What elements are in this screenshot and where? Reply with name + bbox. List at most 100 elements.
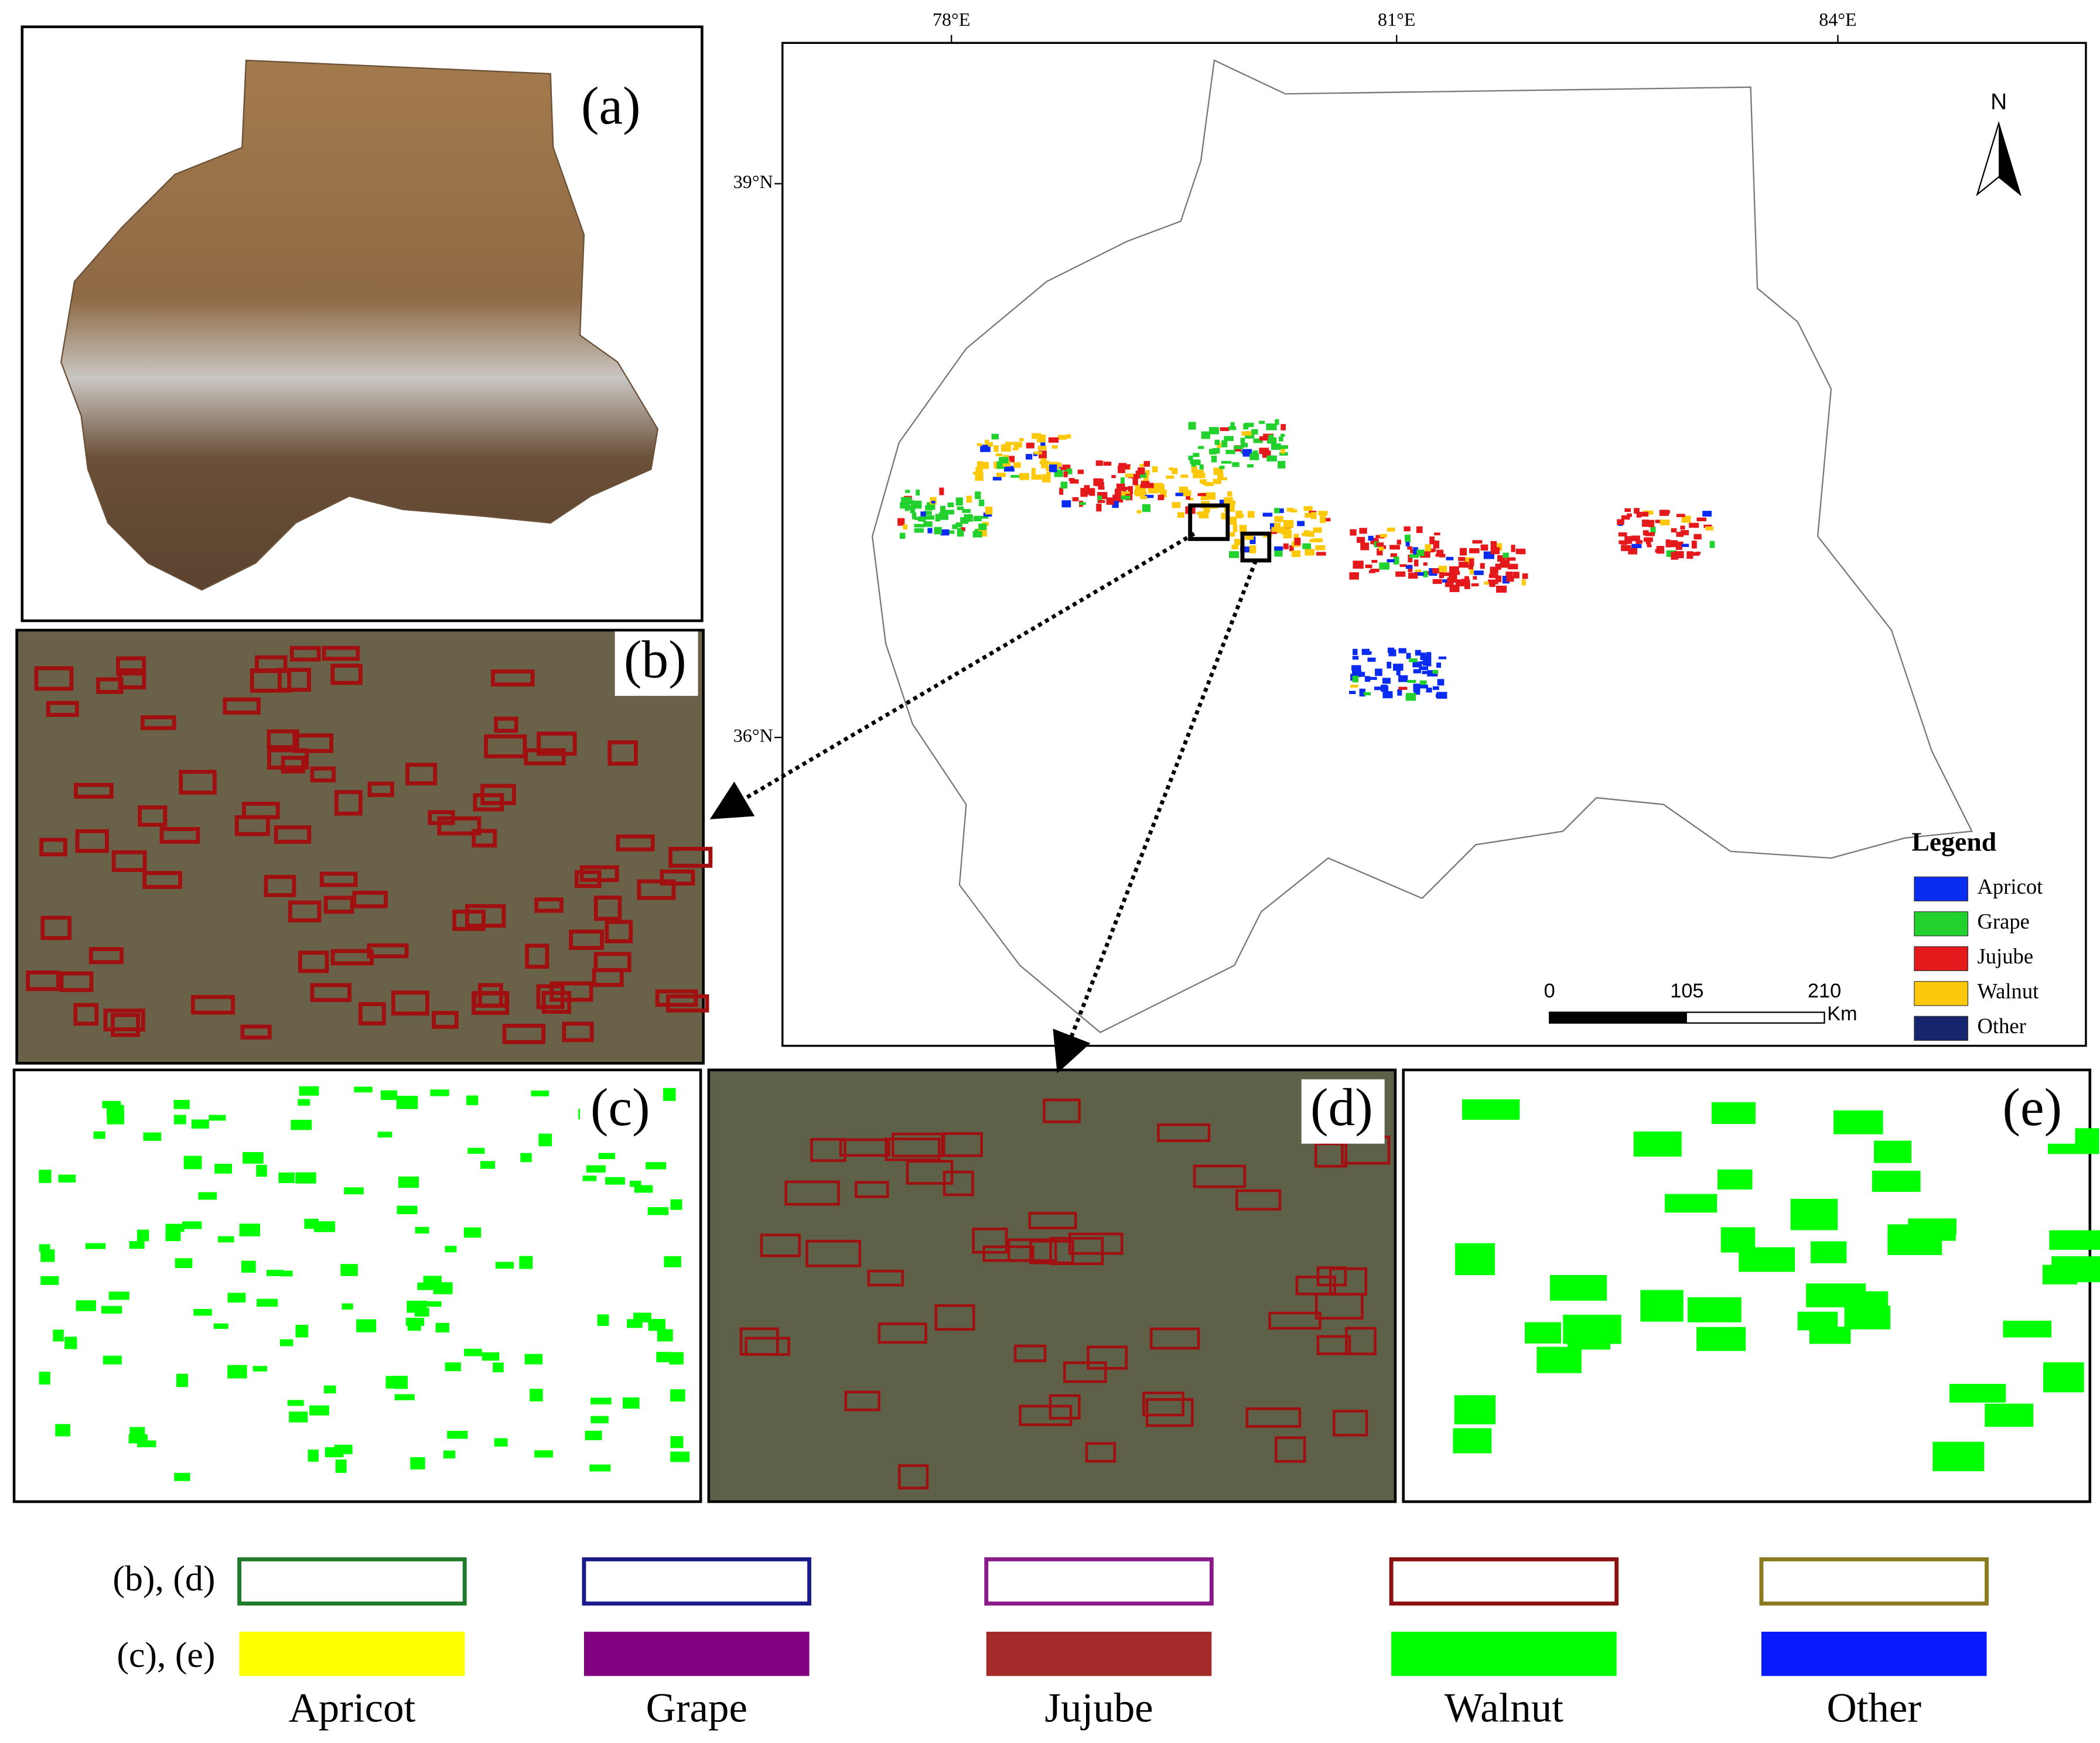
crop-patch <box>947 502 954 508</box>
region-outline <box>872 59 1973 1034</box>
crop-patch <box>1676 514 1685 517</box>
crop-patch <box>1267 437 1277 444</box>
crop-patch <box>1262 512 1273 517</box>
crop-patch <box>1450 571 1460 575</box>
crop-patch <box>1243 423 1249 430</box>
legend-swatch <box>1914 876 1969 901</box>
crop-patch <box>1096 503 1102 512</box>
walnut-patch <box>39 1170 52 1183</box>
walnut-patch <box>107 1112 125 1125</box>
walnut-patch <box>447 1431 468 1439</box>
crop-patch <box>1437 679 1445 686</box>
crop-patch <box>1496 585 1507 593</box>
walnut-patch <box>93 1131 105 1139</box>
crop-patch <box>999 457 1009 464</box>
walnut-patch <box>405 1318 425 1326</box>
jujube-outline <box>179 770 217 795</box>
crop-patch <box>1212 447 1220 454</box>
crop-patch <box>1413 547 1418 555</box>
crop-patch <box>1252 450 1258 458</box>
scale-tick-label: 105 <box>1670 980 1703 1002</box>
crop-patch <box>1266 423 1277 430</box>
crop-patch <box>1172 468 1178 474</box>
jujube-outline <box>298 951 329 973</box>
panel-label: (e) <box>2003 1077 2063 1137</box>
crop-patch <box>1459 548 1467 556</box>
crop-patch <box>1145 470 1150 476</box>
crop-patch <box>1415 650 1421 656</box>
jujube-outline <box>844 1390 880 1412</box>
crop-patch <box>1278 460 1286 469</box>
crop-patch <box>1621 545 1631 551</box>
legend-label: Apricot <box>1978 874 2043 898</box>
crop-patch <box>1077 469 1084 474</box>
walnut-patch <box>243 1152 264 1164</box>
crop-patch <box>1209 427 1219 435</box>
crop-patch <box>1378 545 1384 551</box>
walnut-patch <box>530 1389 543 1402</box>
walnut-patch <box>176 1373 188 1387</box>
crop-patch <box>1370 569 1379 572</box>
jujube-outline <box>1028 1212 1077 1229</box>
walnut-patch <box>1809 1327 1851 1344</box>
jujube-outline <box>480 784 516 805</box>
walnut-patch <box>1806 1283 1866 1308</box>
jujube-outline <box>942 1132 983 1157</box>
walnut-patch <box>445 1246 457 1253</box>
crop-patch <box>1066 434 1071 439</box>
crop-patch <box>1393 556 1399 565</box>
walnut-patch <box>39 1372 50 1385</box>
crop-patch <box>1406 652 1411 659</box>
walnut-patch <box>623 1397 640 1409</box>
jujube-outline <box>745 1337 790 1356</box>
jujube-outline <box>1063 1361 1107 1383</box>
crop-patch <box>1680 530 1689 535</box>
crop-patch <box>1379 534 1387 538</box>
crop-patch <box>903 524 908 529</box>
jujube-outline <box>524 748 566 765</box>
walnut-patch <box>241 1260 256 1273</box>
walnut-patch <box>670 1199 682 1210</box>
walnut-patch <box>482 1352 500 1361</box>
jujube-outline <box>352 890 388 908</box>
crop-patch <box>1409 658 1418 662</box>
jujube-outline <box>1013 1344 1047 1362</box>
crop-patch <box>1160 491 1167 498</box>
jujube-outline <box>637 879 676 900</box>
jujube-outline <box>1029 1240 1074 1264</box>
crop-patch <box>1705 526 1714 531</box>
walnut-patch <box>1833 1110 1883 1134</box>
jujube-outline <box>525 944 549 969</box>
crop-patch <box>1013 442 1022 448</box>
crop-patch <box>1305 512 1315 518</box>
crop-patch <box>1455 579 1464 587</box>
crop-patch <box>1471 583 1479 587</box>
crop-patch <box>1220 427 1230 431</box>
crop-patch <box>1281 448 1285 454</box>
outline-swatch <box>582 1557 812 1606</box>
crop-patch <box>1693 534 1702 540</box>
jujube-outline <box>934 1304 975 1331</box>
crop-patch <box>1031 474 1042 480</box>
walnut-patch <box>213 1323 228 1329</box>
crop-patch <box>1686 551 1693 559</box>
jujube-outline <box>593 896 622 921</box>
walnut-patch <box>605 1177 625 1185</box>
crop-patch <box>1293 534 1299 542</box>
jujube-outline <box>240 1024 272 1040</box>
crop-patch <box>1408 555 1413 563</box>
crop-patch <box>1059 487 1064 495</box>
walnut-patch <box>586 1165 606 1173</box>
crop-patch <box>1098 500 1105 503</box>
walnut-patch <box>291 1119 312 1130</box>
crop-patch <box>945 510 955 515</box>
crop-patch <box>1143 461 1150 467</box>
crop-patch <box>1628 548 1637 555</box>
crop-patch <box>1464 557 1474 565</box>
crop-patch <box>1650 527 1656 534</box>
crop-patch <box>1048 437 1059 443</box>
crop-patch <box>1097 495 1102 503</box>
crop-patch <box>1191 466 1197 473</box>
walnut-patch <box>435 1322 449 1333</box>
